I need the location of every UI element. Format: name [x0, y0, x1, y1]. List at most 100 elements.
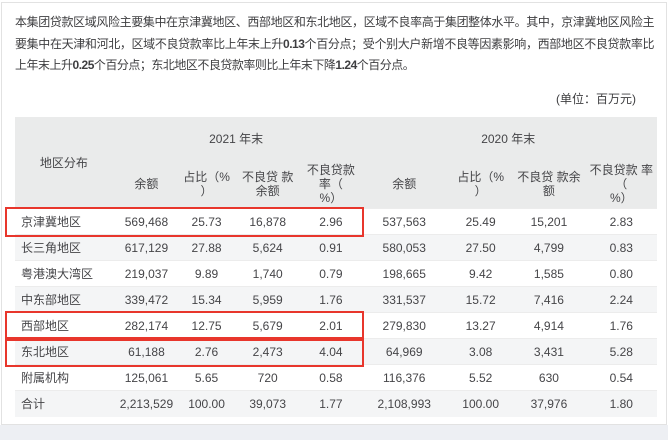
cell-npl-ratio-2021: 0.79	[302, 260, 360, 287]
table-header: 地区分布 2021 年末 2020 年末 余额 占比（% ） 不良贷 款 余额 …	[15, 116, 657, 209]
cell-share-2021: 27.88	[180, 234, 234, 261]
cell-balance-2021: 339,472	[112, 286, 181, 313]
cell-share-2021: 12.75	[180, 312, 234, 339]
col-group-2020: 2020 年末	[359, 116, 657, 161]
cell-share-2020: 25.49	[449, 208, 513, 235]
cell-npl-ratio-2021: 4.04	[302, 338, 360, 365]
cell-npl-ratio-2020: 5.28	[585, 338, 657, 365]
cell-region: 长三角地区	[15, 234, 113, 261]
cell-share-2021: 9.89	[180, 260, 234, 287]
cell-share-2020: 3.08	[449, 338, 513, 365]
cell-npl-ratio-2021: 2.01	[302, 312, 360, 339]
cell-balance-2021: 125,061	[112, 364, 181, 391]
col-header-share-2020: 占比（% ）	[449, 160, 513, 209]
table-row: 粤港澳大湾区 219,037 9.89 1,740 0.79 198,665 9.42 1,5…	[15, 260, 657, 287]
bold-number: 0.25	[72, 58, 95, 72]
paragraph-text: 本集团贷款区域风险主要集中在京津冀地区、西部地区和东北地区，区域不良率高于集团整…	[15, 15, 655, 51]
cell-region: 合计	[15, 390, 113, 417]
cell-region: 京津冀地区	[15, 208, 113, 235]
cell-share-2021: 2.76	[180, 338, 234, 365]
cell-npl-ratio-2020: 2.24	[585, 286, 657, 313]
cell-balance-2021: 61,188	[112, 338, 181, 365]
unit-note: (单位：百万元)	[556, 91, 636, 106]
col-header-npl-ratio-2021: 不良贷款 率（ %）	[302, 160, 360, 209]
cell-npl-ratio-2020: 1.80	[585, 390, 657, 417]
cell-npl-balance-2020: 7,416	[512, 286, 586, 313]
cell-balance-2021: 219,037	[112, 260, 181, 287]
cell-balance-2020: 64,969	[359, 338, 450, 365]
summary-paragraph: 本集团贷款区域风险主要集中在京津冀地区、西部地区和东北地区，区域不良率高于集团整…	[2, 3, 666, 77]
cell-balance-2020: 580,053	[359, 234, 450, 261]
cell-npl-ratio-2021: 1.76	[302, 286, 360, 313]
cell-npl-ratio-2020: 0.80	[585, 260, 657, 287]
cell-npl-balance-2021: 1,740	[233, 260, 303, 287]
cell-npl-ratio-2020: 0.54	[585, 364, 657, 391]
page-bottom-band	[0, 425, 668, 440]
cell-npl-balance-2020: 1,585	[512, 260, 586, 287]
cell-share-2021: 100.00	[180, 390, 234, 417]
cell-npl-ratio-2021: 1.77	[302, 390, 360, 417]
paragraph-text: 个百分点。	[356, 58, 415, 72]
content-card: 本集团贷款区域风险主要集中在京津冀地区、西部地区和东北地区，区域不良率高于集团整…	[1, 2, 667, 425]
table-row: 东北地区 61,188 2.76 2,473 4.04 64,969 3.08 3,431 5.…	[15, 338, 657, 365]
cell-npl-ratio-2021: 2.96	[302, 208, 360, 235]
col-header-npl-balance-2021: 不良贷 款 余额	[233, 160, 303, 209]
region-loan-table: 地区分布 2021 年末 2020 年末 余额 占比（% ） 不良贷 款 余额 …	[15, 116, 657, 417]
cell-balance-2021: 617,129	[112, 234, 181, 261]
bold-number: 0.13	[283, 36, 305, 51]
cell-share-2020: 15.72	[449, 286, 513, 313]
cell-share-2020: 13.27	[449, 312, 513, 339]
cell-share-2020: 27.50	[449, 234, 513, 261]
cell-region: 中东部地区	[15, 286, 113, 313]
table-row: 长三角地区 617,129 27.88 5,624 0.91 580,053 27.50 4,…	[15, 234, 657, 261]
table-row: 附属机构 125,061 5.65 720 0.58 116,376 5.52 630 0.54	[15, 364, 657, 391]
cell-npl-balance-2021: 5,679	[233, 312, 303, 339]
cell-balance-2021: 2,213,529	[112, 390, 181, 417]
cell-balance-2021: 569,468	[112, 208, 181, 235]
cell-npl-balance-2021: 39,073	[233, 390, 303, 417]
cell-balance-2021: 282,174	[112, 312, 181, 339]
cell-npl-balance-2020: 3,431	[512, 338, 586, 365]
col-header-share-2021: 占比（% ）	[180, 160, 234, 209]
cell-region: 东北地区	[15, 338, 113, 365]
cell-share-2021: 25.73	[180, 208, 234, 235]
cell-npl-ratio-2020: 0.83	[585, 234, 657, 261]
cell-npl-balance-2020: 630	[512, 364, 586, 391]
cell-region: 西部地区	[15, 312, 113, 339]
cell-share-2020: 5.52	[449, 364, 513, 391]
cell-balance-2020: 116,376	[359, 364, 450, 391]
col-header-npl-balance-2020: 不良贷 款余 额	[512, 160, 586, 209]
bold-number: 1.24	[335, 58, 357, 72]
col-group-2021: 2021 年末	[112, 116, 360, 161]
table-row: 西部地区 282,174 12.75 5,679 2.01 279,830 13.27 4,9…	[15, 312, 657, 339]
cell-npl-ratio-2021: 0.91	[302, 234, 360, 261]
col-header-balance-2020: 余额	[359, 160, 450, 209]
table-row: 合计 2,213,529 100.00 39,073 1.77 2,108,993 100.…	[15, 390, 657, 417]
cell-share-2021: 5.65	[180, 364, 234, 391]
cell-npl-balance-2021: 720	[233, 364, 303, 391]
table-body: 京津冀地区 569,468 25.73 16,878 2.96 537,563 25.49 1…	[15, 208, 657, 417]
table-row: 京津冀地区 569,468 25.73 16,878 2.96 537,563 25.49 1…	[15, 208, 657, 235]
cell-npl-ratio-2020: 2.83	[585, 208, 657, 235]
cell-npl-balance-2020: 4,914	[512, 312, 586, 339]
col-header-npl-ratio-2020: 不良贷款 率（ %）	[585, 160, 657, 209]
cell-balance-2020: 331,537	[359, 286, 450, 313]
cell-npl-balance-2021: 5,959	[233, 286, 303, 313]
cell-npl-balance-2020: 37,976	[512, 390, 586, 417]
cell-npl-ratio-2020: 1.76	[585, 312, 657, 339]
col-header-region: 地区分布	[15, 116, 113, 209]
cell-region: 附属机构	[15, 364, 113, 391]
cell-share-2021: 15.34	[180, 286, 234, 313]
cell-npl-balance-2021: 5,624	[233, 234, 303, 261]
cell-balance-2020: 279,830	[359, 312, 450, 339]
cell-npl-ratio-2021: 0.58	[302, 364, 360, 391]
col-header-balance-2021: 余额	[112, 160, 181, 209]
paragraph-text: 个百分点；受个别大户新增不良等因素影响，西部地区不良贷款率比上年末上升	[15, 36, 654, 73]
cell-npl-balance-2020: 15,201	[512, 208, 586, 235]
cell-npl-balance-2021: 2,473	[233, 338, 303, 365]
cell-share-2020: 100.00	[449, 390, 513, 417]
cell-npl-balance-2021: 16,878	[233, 208, 303, 235]
cell-balance-2020: 2,108,993	[359, 390, 450, 417]
cell-npl-balance-2020: 4,799	[512, 234, 586, 261]
cell-region: 粤港澳大湾区	[15, 260, 113, 287]
